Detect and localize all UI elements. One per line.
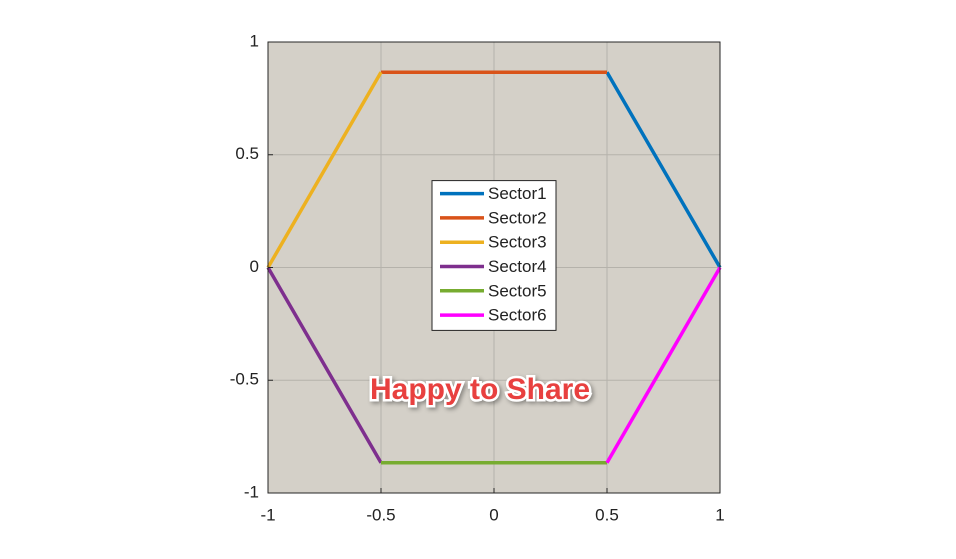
series-line — [605, 71, 722, 269]
legend-label: Sector2 — [488, 208, 547, 227]
legend-label: Sector5 — [488, 281, 547, 300]
y-tick-label: 0.5 — [235, 144, 259, 163]
series-line — [266, 71, 383, 269]
y-tick-label: 0 — [250, 257, 259, 276]
legend: Sector1 Sector2 Sector3 Sector4 Sector5 Secto… — [431, 180, 557, 331]
x-tick-label: 1 — [715, 505, 724, 524]
legend-label: Sector6 — [488, 306, 547, 325]
annotation: Happy to Share — [370, 373, 590, 406]
y-tick-label: -1 — [244, 482, 259, 501]
x-tick-label: 0 — [489, 505, 498, 524]
legend-label: Sector3 — [488, 233, 547, 252]
legend-label: Sector4 — [488, 257, 547, 276]
legend-label: Sector1 — [488, 184, 547, 203]
lines — [266, 70, 722, 465]
series-line — [266, 266, 383, 464]
y-tick-label: 1 — [250, 31, 259, 50]
x-tick-label: -1 — [260, 505, 275, 524]
y-tick-label: -0.5 — [230, 370, 259, 389]
x-tick-label: 0.5 — [595, 505, 619, 524]
series-line — [605, 266, 722, 464]
x-tick-label: -0.5 — [366, 505, 395, 524]
legend-box — [431, 180, 557, 331]
